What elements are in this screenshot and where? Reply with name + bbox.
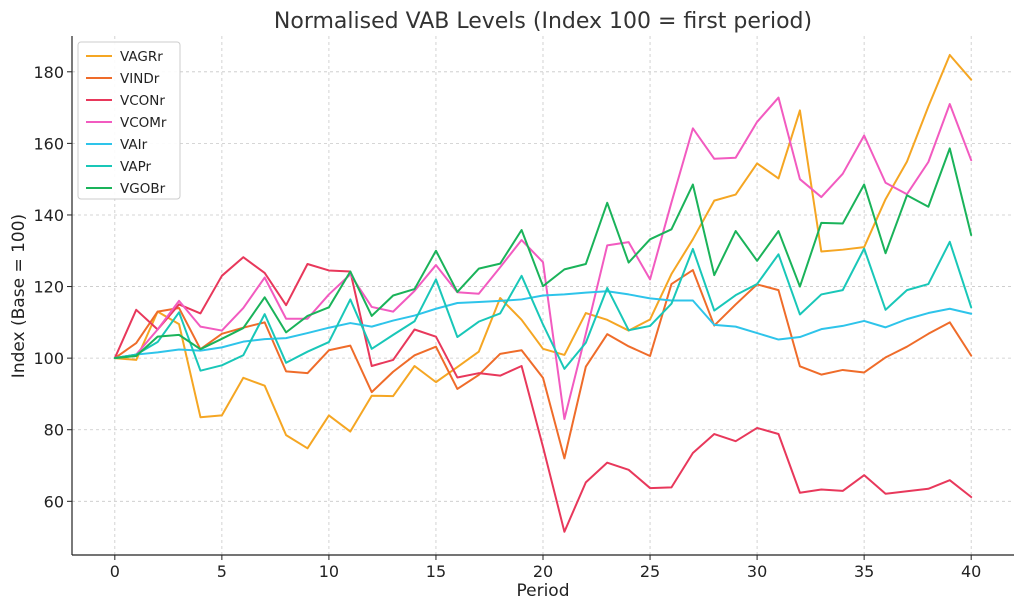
series-line-vindr [113,269,973,460]
y-tick-label: 140 [33,206,64,225]
x-tick-label: 25 [640,562,660,581]
series-line-vair [113,290,973,360]
x-tick-label: 40 [961,562,981,581]
y-tick-label: 180 [33,63,64,82]
series-line-vapr [113,240,973,372]
ticks: 0 5 10 15 20 25 30 35 40 60 80 100 120 140 160 180 [33,63,981,581]
x-tick-label: 35 [854,562,874,581]
legend-label-vconr: VCONr [120,93,165,109]
x-tick-label: 5 [217,562,227,581]
legend-label-vagrr: VAGRr [120,49,163,65]
x-tick-label: 15 [426,562,446,581]
chart-title: Normalised VAB Levels (Index 100 = first… [274,9,812,34]
y-tick-label: 160 [33,134,64,153]
y-tick-label: 80 [44,421,64,440]
legend-label-vapr: VAPr [120,159,152,175]
x-tick-label: 10 [319,562,339,581]
x-axis-label: Period [516,581,569,601]
series-line-vagrr [113,53,973,450]
x-tick-label: 30 [747,562,767,581]
legend: VAGRr VINDr VCONr VCOMr VAIr VAPr VGOBr [77,41,181,200]
series-line-vconr [113,256,973,533]
x-tick-label: 0 [110,562,120,581]
legend-box [77,41,181,200]
legend-label-vgobr: VGOBr [120,181,166,197]
series-lines [113,53,973,533]
legend-label-vair: VAIr [120,137,148,153]
series-line-vgobr [113,147,973,360]
series-line-vcomr [113,96,973,420]
y-tick-label: 100 [33,349,64,368]
x-tick-label: 20 [533,562,553,581]
y-tick-label: 60 [44,492,64,511]
y-axis-label: Index (Base = 100) [9,214,29,378]
legend-label-vcomr: VCOMr [120,115,167,131]
y-tick-label: 120 [33,278,64,297]
grid [72,36,1014,555]
legend-label-vindr: VINDr [120,71,160,87]
